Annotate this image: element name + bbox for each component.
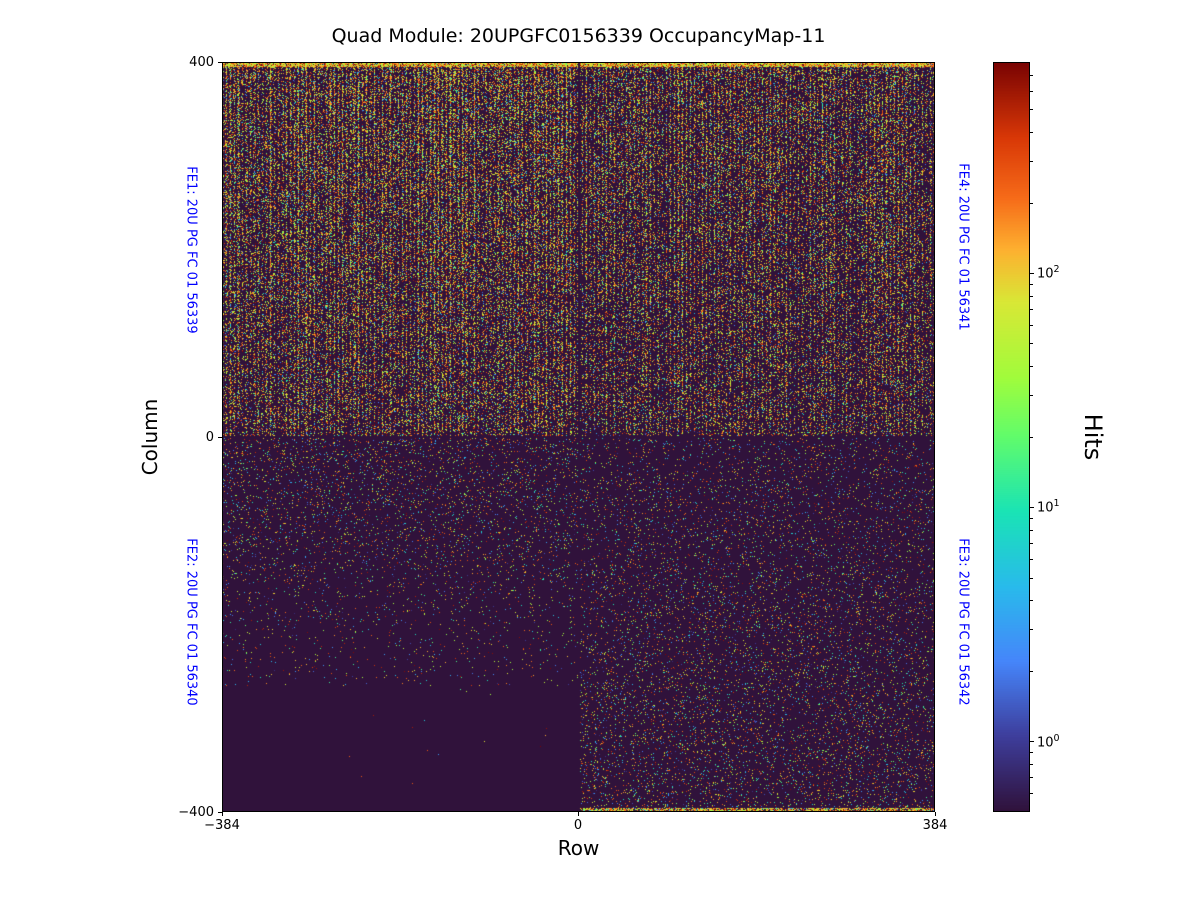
colorbar-minor-tick-mark (1030, 558, 1033, 560)
x-tick-label-neg384: −384 (204, 818, 240, 833)
colorbar-minor-tick-mark (1030, 543, 1033, 545)
y-tick-label-neg400: −400 (178, 805, 214, 820)
colorbar-tick-label: 100 (1037, 732, 1060, 750)
colorbar-label: Hits (1079, 413, 1107, 461)
colorbar-minor-tick-mark (1030, 343, 1033, 345)
colorbar-minor-tick-mark (1030, 670, 1033, 672)
colorbar-tick-mark (1030, 272, 1034, 274)
colorbar-minor-tick-mark (1030, 763, 1033, 765)
colorbar-minor-tick-mark (1030, 202, 1033, 204)
y-tick-mark (218, 61, 222, 63)
fe1-chip-label: FE1: 20U PG FC 01 56339 (183, 166, 199, 334)
colorbar-minor-tick-mark (1030, 529, 1033, 531)
colorbar-minor-tick-mark (1030, 777, 1033, 779)
y-tick-label-0: 0 (205, 430, 214, 445)
colorbar-tick-label: 101 (1037, 498, 1060, 516)
y-axis-label: Column (138, 398, 162, 476)
colorbar-minor-tick-mark (1030, 366, 1033, 367)
x-tick-mark (578, 812, 579, 816)
y-tick-mark (218, 811, 222, 813)
fe3-chip-label: FE3: 20U PG FC 01 56342 (955, 538, 971, 706)
plot-title: Quad Module: 20UPGFC0156339 OccupancyMap… (331, 25, 826, 47)
x-tick-label-0: 0 (573, 818, 583, 833)
fe4-chip-label: FE4: 20U PG FC 01 56341 (955, 163, 971, 331)
x-tick-mark (934, 812, 936, 816)
y-tick-label-400: 400 (189, 55, 214, 70)
colorbar-tick-label: 102 (1037, 264, 1060, 282)
x-tick-label-384: 384 (922, 818, 948, 833)
colorbar-minor-tick-mark (1030, 395, 1033, 397)
colorbar-minor-tick-mark (1030, 793, 1033, 794)
colorbar-minor-tick-mark (1030, 161, 1033, 163)
colorbar-tick-mark (1030, 740, 1034, 743)
colorbar-minor-tick-mark (1030, 75, 1033, 76)
colorbar-minor-tick-mark (1030, 132, 1033, 133)
colorbar-minor-tick-mark (1030, 309, 1033, 311)
colorbar-minor-tick-mark (1030, 283, 1033, 285)
x-tick-mark (221, 812, 223, 816)
colorbar-minor-tick-mark (1030, 436, 1033, 438)
y-tick-mark (218, 436, 222, 438)
colorbar-minor-tick-mark (1030, 600, 1033, 601)
colorbar-minor-tick-mark (1030, 751, 1033, 753)
colorbar-minor-tick-mark (1030, 577, 1033, 579)
colorbar-minor-tick-mark (1030, 324, 1033, 326)
x-axis-label: Row (557, 836, 600, 860)
colorbar (993, 62, 1030, 812)
colorbar-tick-mark (1030, 506, 1034, 509)
colorbar-minor-tick-mark (1030, 629, 1033, 631)
colorbar-minor-tick-mark (1030, 295, 1033, 297)
occupancy-heatmap (222, 62, 935, 812)
colorbar-minor-tick-mark (1030, 109, 1033, 111)
colorbar-minor-tick-mark (1030, 90, 1033, 92)
colorbar-minor-tick-mark (1030, 517, 1033, 519)
fe2-chip-label: FE2: 20U PG FC 01 56340 (183, 538, 199, 706)
